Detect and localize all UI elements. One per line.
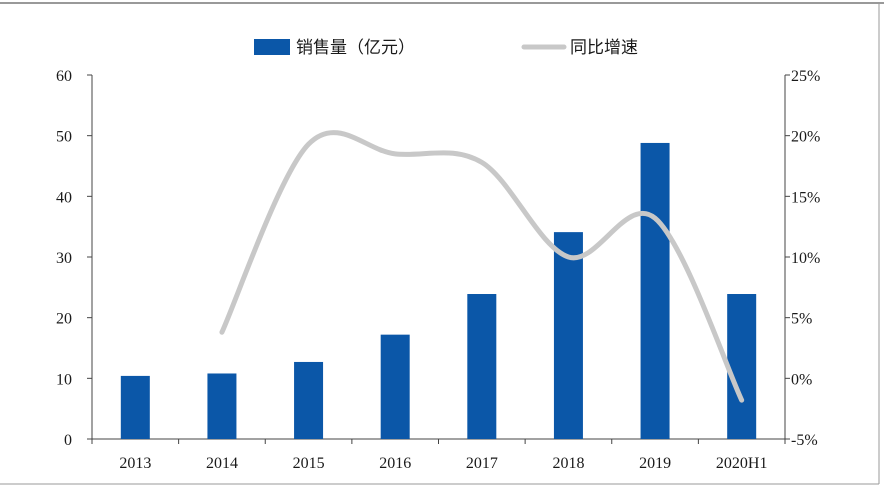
legend-bar-label: 销售量（亿元）: [296, 38, 415, 58]
legend-bar-swatch: [254, 39, 290, 55]
left-tick-label: 10: [56, 371, 72, 388]
axes: 0 10 20 30 40 50 60 -5% 0% 5% 10% 15% 20% 25% 2013 2014…: [56, 68, 820, 472]
x-tick-label: 2016: [379, 455, 411, 472]
bar: [294, 361, 324, 439]
growth-line: [219, 130, 745, 403]
x-tick-label: 2018: [552, 455, 584, 472]
x-tick-label: 2017: [466, 455, 498, 472]
x-tick-label: 2020H1: [716, 455, 768, 472]
bars: [120, 142, 757, 440]
right-tick-label: 0%: [791, 371, 812, 388]
right-tick-label: -5%: [791, 432, 818, 449]
bar: [467, 294, 497, 439]
left-tick-label: 0: [64, 432, 72, 449]
legend: 销售量（亿元） 同比增速: [254, 38, 638, 58]
x-tick-label: 2019: [639, 455, 671, 472]
bar: [120, 375, 150, 439]
x-tick-label: 2013: [119, 455, 151, 472]
left-tick-label: 50: [56, 129, 72, 146]
x-tick-label: 2015: [293, 455, 325, 472]
right-tick-label: 10%: [791, 250, 820, 267]
right-tick-label: 15%: [791, 189, 820, 206]
bar: [553, 232, 583, 439]
growth-line-series: [219, 130, 745, 403]
bar: [727, 294, 757, 439]
right-tick-label: 20%: [791, 129, 820, 146]
right-tick-label: 5%: [791, 311, 812, 328]
left-tick-label: 20: [56, 311, 72, 328]
bar: [380, 334, 410, 439]
left-tick-label: 30: [56, 250, 72, 267]
left-tick-label: 60: [56, 68, 72, 85]
legend-line-label: 同比增速: [570, 38, 638, 58]
right-tick-label: 25%: [791, 68, 820, 85]
left-tick-label: 40: [56, 189, 72, 206]
bar: [640, 142, 670, 440]
bar: [207, 373, 237, 439]
x-tick-label: 2014: [206, 455, 238, 472]
